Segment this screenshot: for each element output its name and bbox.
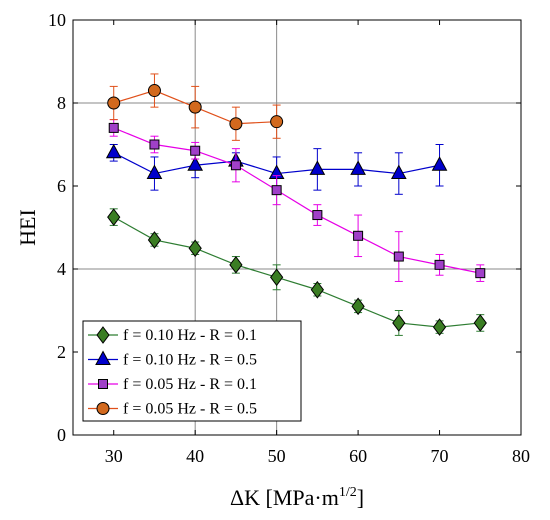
legend-label: f = 0.05 Hz - R = 0.5 [123, 401, 257, 418]
data-point-circle [270, 115, 284, 129]
y-tick-label: 2 [57, 342, 66, 362]
data-point-diamond [310, 280, 324, 299]
y-tick-label: 10 [48, 10, 66, 30]
data-point-triangle [390, 164, 407, 180]
data-point-diamond [188, 239, 202, 258]
plot-frame [72, 19, 522, 436]
data-point-triangle [146, 164, 163, 180]
data-point-diamond [229, 256, 243, 274]
y-tick-label: 0 [57, 425, 66, 445]
y-axis-title: HEI [15, 209, 40, 246]
data-point-circle [107, 96, 121, 110]
legend-marker-square [98, 379, 108, 389]
data-point-square [190, 145, 201, 156]
data-point-square [434, 259, 445, 270]
x-axis-title-suffix: ] [357, 485, 364, 510]
data-point-diamond [270, 268, 284, 287]
data-point-circle [147, 84, 161, 98]
axis-ticks: 30 40 50 60 70 80 0 2 4 6 8 10 [48, 10, 530, 466]
data-point-square [475, 268, 486, 279]
data-point-triangle [309, 160, 326, 175]
x-tick-label: 80 [512, 446, 530, 466]
y-tick-label: 4 [57, 259, 66, 279]
data-point-square [230, 160, 241, 171]
y-tick-label: 8 [57, 93, 66, 113]
x-tick-label: 60 [349, 446, 367, 466]
legend-marker-circle [96, 402, 110, 415]
data-point-diamond [392, 314, 406, 332]
x-tick-label: 30 [105, 446, 123, 466]
legend-marker-diamond [96, 326, 110, 344]
x-tick-label: 70 [431, 446, 449, 466]
data-point-diamond [473, 314, 487, 332]
data-point-diamond [107, 208, 121, 226]
series-layer [105, 73, 487, 336]
data-point-triangle [187, 156, 204, 171]
legend-label: f = 0.10 Hz - R = 0.1 [123, 327, 257, 344]
x-tick-label: 40 [186, 446, 204, 466]
data-point-square [312, 210, 323, 221]
data-point-square [393, 251, 404, 262]
series-3 [108, 119, 486, 282]
x-axis-title-main: ΔK [MPa·m [230, 485, 339, 510]
data-point-diamond [351, 297, 365, 316]
data-point-circle [188, 100, 202, 114]
series-1 [107, 208, 487, 336]
data-point-circle [229, 117, 243, 131]
series-line [113, 127, 481, 274]
x-axis-title: ΔK [MPa·m1/2] [230, 485, 364, 510]
data-point-triangle [350, 160, 366, 175]
x-axis-title-superscript: 1/2 [339, 485, 357, 500]
legend: f = 0.10 Hz - R = 0.1 f = 0.10 Hz - R = 0… [82, 320, 302, 422]
legend-marker-triangle [95, 350, 111, 365]
data-point-triangle [431, 156, 448, 171]
data-point-diamond [147, 231, 162, 249]
data-point-square [353, 230, 364, 241]
legend-label: f = 0.05 Hz - R = 0.1 [123, 376, 257, 393]
data-point-square [108, 122, 119, 133]
data-point-triangle [105, 143, 122, 159]
data-point-square [271, 185, 282, 196]
legend-box [82, 320, 302, 422]
series-line [113, 216, 481, 328]
data-point-diamond [432, 318, 447, 336]
x-tick-label: 50 [268, 446, 286, 466]
series-4 [107, 73, 284, 141]
y-tick-label: 6 [57, 176, 66, 196]
data-point-square [149, 139, 160, 150]
legend-label: f = 0.10 Hz - R = 0.5 [123, 352, 257, 369]
